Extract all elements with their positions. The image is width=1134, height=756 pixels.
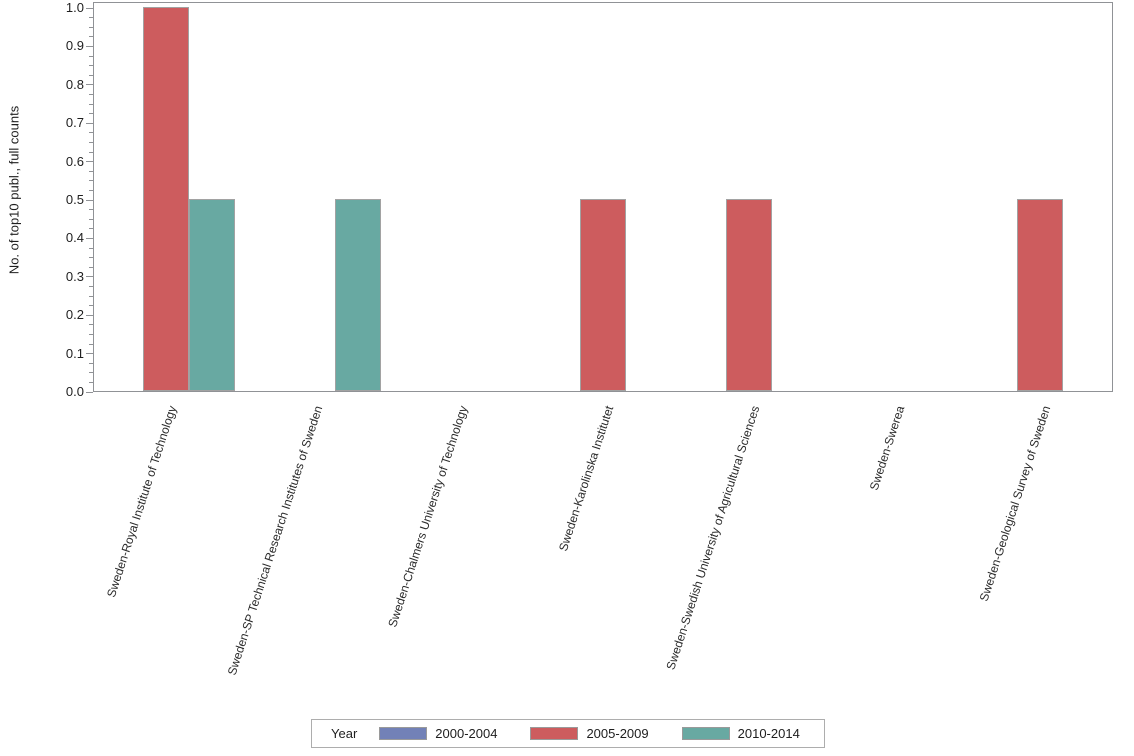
y-tick-label: 1.0 xyxy=(65,0,84,15)
y-tick-label: 0.1 xyxy=(65,345,84,361)
y-tick-label: 0.3 xyxy=(65,268,84,284)
bar xyxy=(580,199,626,391)
y-tick-label: 0.9 xyxy=(65,38,84,54)
bar xyxy=(142,7,189,391)
y-minor-tick xyxy=(89,141,93,143)
y-minor-tick xyxy=(89,170,93,172)
y-major-tick xyxy=(86,314,93,316)
y-minor-tick xyxy=(89,17,93,19)
legend-item-label: 2000-2004 xyxy=(435,726,498,741)
y-tick-label: 0.0 xyxy=(65,384,84,399)
y-minor-tick xyxy=(89,113,93,115)
y-minor-tick xyxy=(89,180,93,182)
bar xyxy=(1017,199,1064,391)
bar xyxy=(188,199,235,391)
y-minor-tick xyxy=(89,295,93,297)
y-major-tick xyxy=(86,122,93,124)
y-major-tick xyxy=(86,353,93,355)
y-minor-tick xyxy=(89,26,93,28)
plot-area xyxy=(93,2,1113,392)
x-axis-label: Sweden-Chalmers University of Technology xyxy=(385,404,471,629)
bar xyxy=(334,199,381,391)
legend-item: 2005-2009 xyxy=(530,726,649,741)
bar xyxy=(725,199,772,391)
y-minor-tick xyxy=(89,103,93,105)
y-minor-tick xyxy=(89,343,93,345)
y-tick-label: 0.6 xyxy=(65,153,84,169)
y-minor-tick xyxy=(89,93,93,95)
legend-title: Year xyxy=(331,726,358,741)
legend-swatch xyxy=(681,727,730,740)
y-minor-tick xyxy=(89,305,93,307)
legend: Year 2000-2004 2005-2009 2010-2014 xyxy=(311,719,825,748)
y-minor-tick xyxy=(89,74,93,76)
y-major-tick xyxy=(86,199,93,201)
y-minor-tick xyxy=(89,189,93,191)
y-minor-tick xyxy=(89,372,93,374)
y-minor-tick xyxy=(89,324,93,326)
y-tick-label: 0.5 xyxy=(65,192,84,207)
y-major-tick xyxy=(86,237,93,239)
x-axis-label: Sweden-Karolinska Institutet xyxy=(556,404,617,553)
x-axis-label: Sweden-SP Technical Research Institutes … xyxy=(224,404,325,677)
y-tick-label: 0.7 xyxy=(65,115,84,131)
y-minor-tick xyxy=(89,132,93,134)
y-major-tick xyxy=(86,45,93,47)
legend-item: 2000-2004 xyxy=(379,726,497,741)
y-minor-tick xyxy=(89,266,93,268)
legend-swatch xyxy=(379,727,428,740)
y-major-tick xyxy=(86,7,93,9)
y-major-tick xyxy=(86,276,93,278)
y-minor-tick xyxy=(89,285,93,287)
y-minor-tick xyxy=(89,247,93,249)
legend-swatch xyxy=(530,727,579,740)
y-minor-tick xyxy=(89,218,93,220)
x-axis-label: Sweden-Swerea xyxy=(867,404,908,493)
x-axis-label: Sweden-Royal Institute of Technology xyxy=(103,404,180,600)
x-axis-label: Sweden-Geological Survey of Sweden xyxy=(976,404,1054,604)
y-minor-tick xyxy=(89,151,93,153)
y-minor-tick xyxy=(89,36,93,38)
legend-items: 2000-2004 2005-2009 2010-2014 xyxy=(357,726,800,741)
y-major-tick xyxy=(86,161,93,163)
y-tick-label: 0.4 xyxy=(65,230,84,246)
y-minor-tick xyxy=(89,228,93,230)
y-major-tick xyxy=(86,84,93,86)
y-minor-tick xyxy=(89,362,93,364)
y-minor-tick xyxy=(89,381,93,383)
legend-item: 2010-2014 xyxy=(681,726,800,741)
legend-item-label: 2010-2014 xyxy=(737,726,800,741)
y-minor-tick xyxy=(89,65,93,67)
legend-item-label: 2005-2009 xyxy=(586,726,649,741)
y-minor-tick xyxy=(89,209,93,211)
y-tick-label: 0.8 xyxy=(65,76,84,92)
y-minor-tick xyxy=(89,257,93,259)
y-tick-label: 0.2 xyxy=(65,307,84,323)
y-minor-tick xyxy=(89,333,93,335)
y-axis-title: No. of top10 publ., full counts xyxy=(6,105,22,275)
y-major-tick xyxy=(86,391,93,393)
y-minor-tick xyxy=(89,55,93,57)
x-axis-label: Sweden-Swedish University of Agricultura… xyxy=(663,404,763,672)
